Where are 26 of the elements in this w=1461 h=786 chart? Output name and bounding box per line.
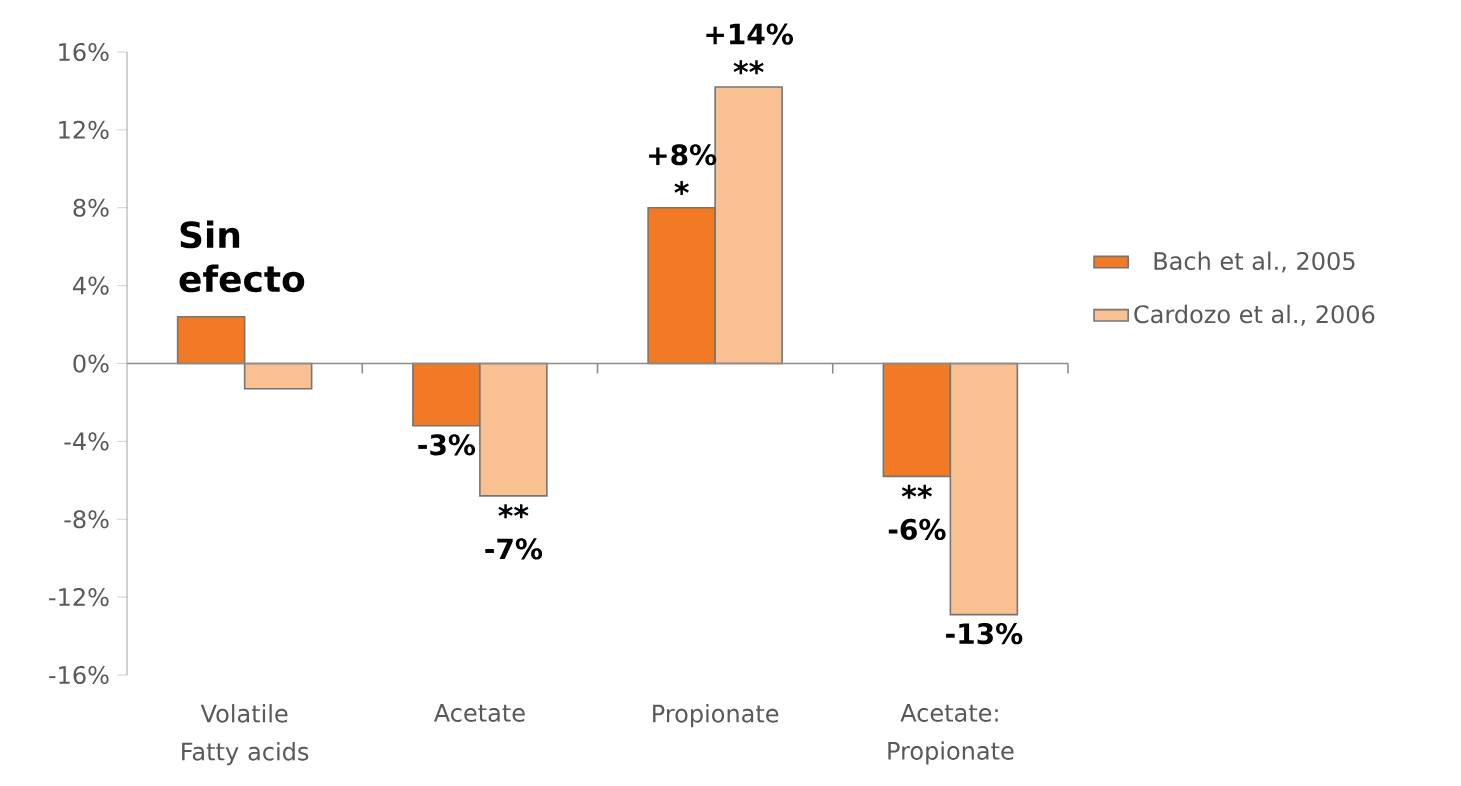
x-tick-label: Acetate (433, 704, 525, 722)
y-tick-label: 4% (73, 276, 109, 295)
y-tick-label: -16% (49, 665, 109, 685)
y-tick-label: 12% (59, 120, 109, 139)
annotation: ** (901, 484, 932, 499)
data-label: +14% (706, 23, 793, 45)
data-label: -13% (946, 623, 1023, 645)
y-tick-label: 8% (73, 198, 109, 217)
annotation: Sin efecto (179, 220, 305, 293)
data-label: -6% (888, 518, 946, 540)
legend-label: Bach et al., 2005 (1154, 251, 1355, 273)
y-tick-label: -4% (64, 432, 109, 451)
y-tick-label: 0% (73, 354, 109, 373)
data-label: -3% (418, 434, 476, 456)
data-label: +8% (649, 144, 717, 166)
annotation: ** (498, 504, 529, 519)
annotation: ** (733, 60, 764, 75)
data-label: -7% (485, 538, 543, 560)
y-tick-label: -8% (64, 510, 109, 529)
legend-label: Cardozo et al., 2006 (1134, 304, 1375, 326)
y-tick-label: 16% (59, 42, 109, 62)
y-tick-label: -12% (49, 588, 109, 607)
x-tick-label: Volatile Fatty acids (182, 704, 309, 766)
annotation: * (674, 181, 689, 195)
x-tick-label: Acetate: Propionate (888, 704, 1014, 765)
x-tick-label: Propionate (653, 704, 779, 728)
